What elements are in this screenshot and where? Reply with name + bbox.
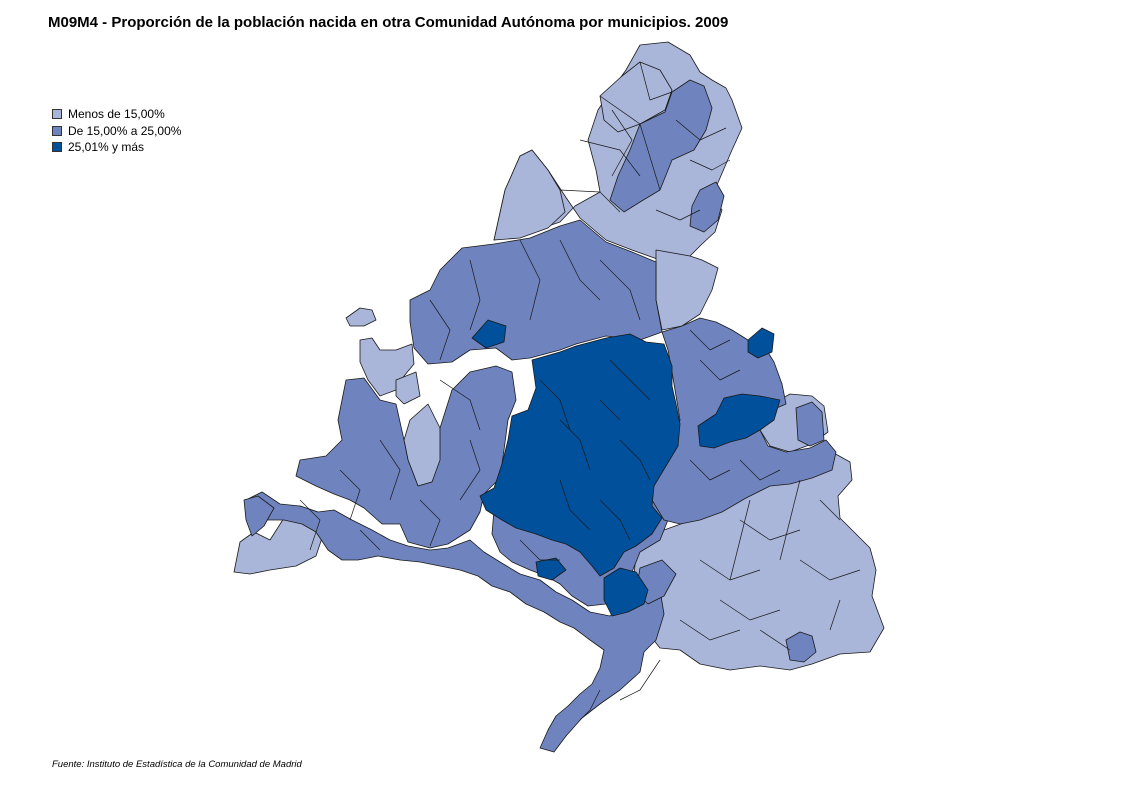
region-norte-medio — [609, 79, 713, 213]
region-suroeste — [245, 491, 665, 753]
legend-item-low: Menos de 15,00% — [52, 106, 181, 123]
region-corredor-henares — [697, 393, 781, 449]
region-corredor-norte — [655, 249, 719, 331]
region-centro-oeste — [409, 219, 663, 365]
legend-swatch-low — [52, 109, 62, 120]
region-sierra-noroeste — [493, 149, 566, 241]
region-area-metropolitana — [479, 333, 681, 577]
region-sureste-interior — [785, 631, 817, 663]
legend-label-mid: De 15,00% a 25,00% — [68, 123, 182, 138]
region-oeste-extremo — [243, 495, 275, 537]
legend-label-high: 25,01% y más — [68, 140, 145, 155]
region-noreste — [689, 181, 725, 233]
source-note: Fuente: Instituto de Estadística de la C… — [52, 759, 302, 770]
region-noroeste-enclave — [471, 319, 507, 349]
region-oeste-1 — [345, 307, 377, 327]
legend: Menos de 15,00% De 15,00% a 25,00% 25,01… — [52, 106, 181, 156]
legend-label-low: Menos de 15,00% — [68, 107, 165, 122]
region-noreste-enclave — [747, 327, 775, 359]
region-este-medio — [795, 401, 825, 447]
map-title: M09M4 - Proporción de la población nacid… — [48, 14, 729, 31]
municipal-borders — [299, 61, 861, 721]
legend-item-high: 25,01% y más — [52, 139, 181, 156]
region-oeste-3 — [395, 371, 421, 405]
region-suroeste-enclave — [535, 557, 567, 581]
class-high-regions — [471, 319, 781, 617]
legend-item-mid: De 15,00% a 25,00% — [52, 123, 181, 140]
legend-swatch-mid — [52, 125, 62, 136]
legend-swatch-high — [52, 142, 62, 153]
region-sur-metropolitano — [603, 567, 649, 617]
region-valle-lozoya — [599, 61, 673, 133]
